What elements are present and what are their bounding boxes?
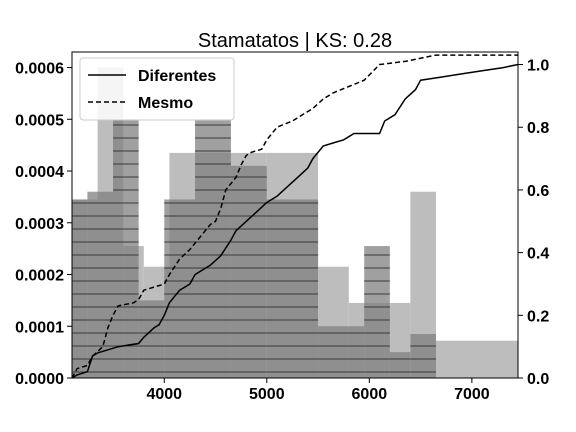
right-y-tick-label-0: 0.0 bbox=[527, 371, 549, 388]
right-y-tick-label-1: 0.2 bbox=[527, 308, 549, 325]
bar-mesmo-9 bbox=[364, 246, 390, 378]
x-tick-label-1: 5000 bbox=[249, 386, 285, 403]
left-y-tick-label-4: 0.0004 bbox=[15, 164, 64, 181]
bar-mesmo-4 bbox=[164, 199, 196, 378]
bar-mesmo-2 bbox=[113, 119, 139, 378]
ecdf-line-mesmo bbox=[72, 54, 518, 378]
bars-mesmo bbox=[72, 119, 436, 378]
left-y-axis: 0.0000 0.0001 0.0002 0.0003 0.0004 0.0005 0.00… bbox=[15, 61, 72, 388]
legend-item-diferentes: Diferentes bbox=[138, 68, 216, 85]
x-tick-label-2: 6000 bbox=[352, 386, 388, 403]
left-y-tick-label-0: 0.0000 bbox=[15, 371, 64, 388]
bar-mesmo-11 bbox=[410, 334, 436, 378]
left-y-tick-label-2: 0.0002 bbox=[15, 268, 64, 285]
x-tick-label-0: 4000 bbox=[146, 386, 182, 403]
bar-mesmo-7 bbox=[266, 199, 319, 378]
left-y-tick-label-1: 0.0001 bbox=[15, 319, 64, 336]
bar-mesmo-8 bbox=[318, 326, 365, 378]
right-y-tick-label-5: 1.0 bbox=[527, 58, 549, 75]
right-y-axis: 0.0 0.2 0.4 0.6 0.8 1.0 bbox=[518, 58, 549, 388]
legend-item-mesmo: Mesmo bbox=[138, 95, 193, 112]
bar-diferentes-12 bbox=[435, 340, 518, 378]
bar-mesmo-10 bbox=[389, 352, 411, 378]
x-axis: 4000 5000 6000 7000 bbox=[146, 378, 490, 403]
right-y-tick-label-4: 0.8 bbox=[527, 120, 549, 137]
left-y-tick-label-3: 0.0003 bbox=[15, 216, 64, 233]
chart-title: Stamatatos | KS: 0.28 bbox=[198, 30, 392, 52]
legend-box bbox=[79, 57, 235, 121]
ecdf-line-diferentes bbox=[72, 63, 518, 378]
legend: Diferentes Mesmo bbox=[79, 57, 235, 121]
bar-mesmo-0 bbox=[72, 199, 88, 378]
x-tick-label-3: 7000 bbox=[454, 386, 490, 403]
right-y-tick-label-2: 0.4 bbox=[527, 246, 549, 263]
plot-frame bbox=[71, 51, 519, 379]
bar-mesmo-1 bbox=[87, 191, 114, 378]
left-y-tick-label-5: 0.0005 bbox=[15, 112, 64, 129]
right-y-tick-label-3: 0.6 bbox=[527, 183, 549, 200]
bar-mesmo-6 bbox=[230, 165, 267, 378]
left-y-tick-label-6: 0.0006 bbox=[15, 61, 64, 78]
ecdf-lines bbox=[72, 54, 518, 378]
